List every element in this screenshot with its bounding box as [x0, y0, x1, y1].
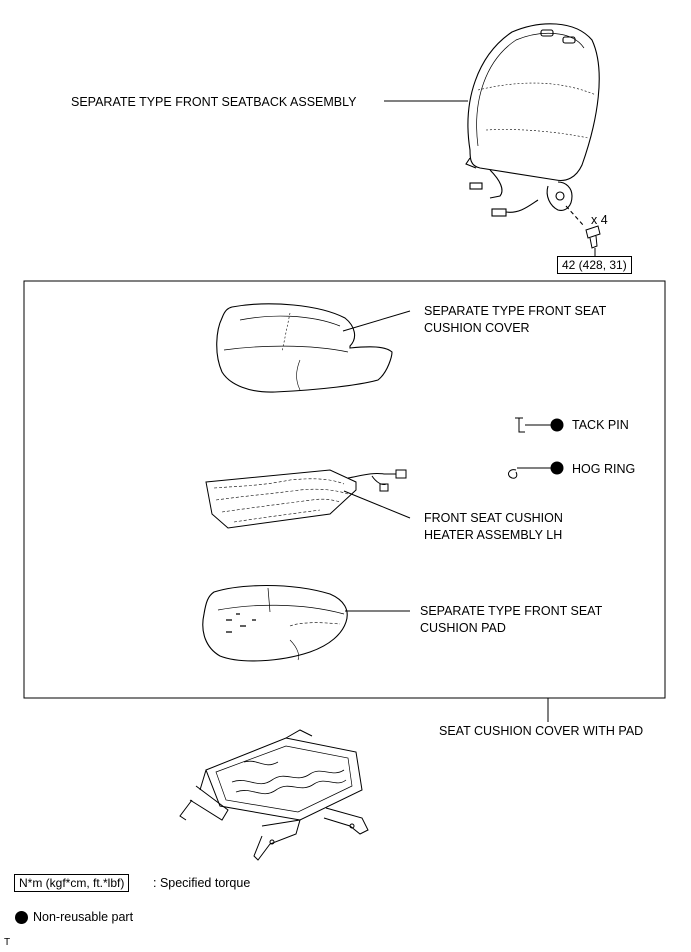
tack-pin-nonreusable-dot: [550, 418, 564, 432]
legend-torque-description: : Specified torque: [153, 876, 251, 890]
tack-pin-drawing: [515, 417, 552, 433]
hog-ring-nonreusable-dot: [550, 461, 564, 475]
seatback-assembly-drawing: [465, 23, 600, 227]
heater-leader: [343, 490, 411, 519]
cushion-cover-drawing: [216, 303, 393, 393]
seatback-label: SEPARATE TYPE FRONT SEATBACK ASSEMBLY: [71, 95, 357, 109]
legend-nonreusable-text: Non-reusable part: [33, 910, 134, 924]
seat-frame-drawing: [179, 729, 369, 861]
legend-torque-unit-box: N*m (kgf*cm, ft.*lbf): [14, 874, 130, 892]
hog-ring-label: HOG RING: [572, 462, 636, 476]
heater-label-line1: FRONT SEAT CUSHION: [424, 511, 563, 525]
cushion-cover-label-line1: SEPARATE TYPE FRONT SEAT: [424, 304, 607, 318]
heater-assembly-drawing: [205, 469, 407, 529]
hog-ring-drawing: [508, 467, 552, 479]
bolt-icon: [585, 225, 601, 249]
cushion-pad-drawing: [202, 585, 348, 662]
cover-with-pad-label: SEAT CUSHION COVER WITH PAD: [439, 724, 644, 738]
cushion-cover-label-line2: CUSHION COVER: [424, 321, 530, 335]
non-reusable-legend-icon: [15, 911, 28, 924]
cushion-pad-label-line1: SEPARATE TYPE FRONT SEAT: [420, 604, 603, 618]
bolt-torque-value: 42 (428, 31): [557, 256, 632, 274]
cover-leader: [342, 310, 411, 332]
bolt-quantity: x 4: [591, 213, 608, 227]
tack-pin-label: TACK PIN: [572, 418, 629, 432]
cushion-group-frame: [23, 280, 666, 699]
heater-label-line2: HEATER ASSEMBLY LH: [424, 528, 563, 542]
cushion-pad-label-line2: CUSHION PAD: [420, 621, 506, 635]
corner-mark: T: [4, 937, 11, 948]
